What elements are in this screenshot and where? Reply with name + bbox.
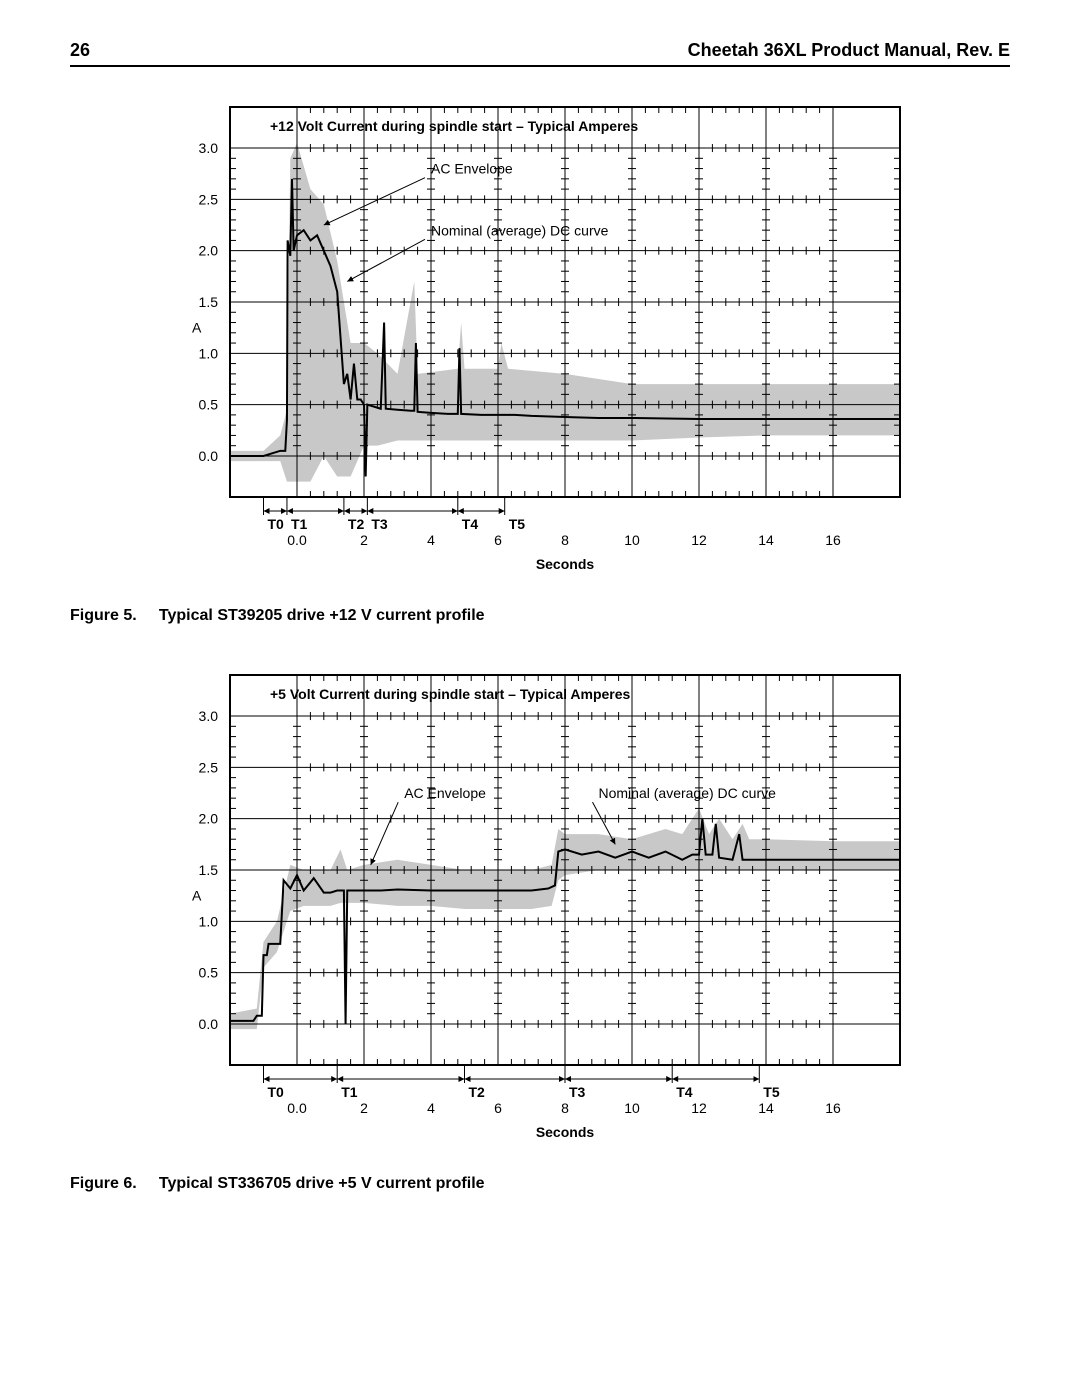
svg-text:3.0: 3.0 bbox=[199, 708, 219, 724]
svg-text:T5: T5 bbox=[509, 516, 526, 532]
svg-text:0.5: 0.5 bbox=[199, 397, 219, 413]
svg-text:2: 2 bbox=[360, 1100, 368, 1116]
svg-text:Seconds: Seconds bbox=[536, 1124, 595, 1140]
svg-text:14: 14 bbox=[758, 1100, 774, 1116]
page-header: 26 Cheetah 36XL Product Manual, Rev. E bbox=[70, 40, 1010, 67]
svg-text:T2: T2 bbox=[469, 1084, 486, 1100]
svg-text:T0: T0 bbox=[268, 1084, 285, 1100]
svg-text:Nominal (average) DC curve: Nominal (average) DC curve bbox=[599, 785, 777, 801]
svg-text:2.5: 2.5 bbox=[199, 191, 219, 207]
svg-text:AC Envelope: AC Envelope bbox=[431, 161, 513, 177]
figure5-caption: Figure 5. Typical ST39205 drive +12 V cu… bbox=[70, 607, 1010, 625]
chart-5v-svg: 0.0 0.5 1.0 1.5 2.0 2.5 3.0 A 0.0 2 4 6 8 10 12 14 16 Sec… bbox=[160, 665, 920, 1155]
chart-12v-svg: 0.0 0.5 1.0 1.5 2.0 2.5 3.0 A 0.0 2 4 6 8 10 12 14 16 Sec… bbox=[160, 97, 920, 587]
svg-text:Seconds: Seconds bbox=[536, 556, 595, 572]
svg-text:A: A bbox=[192, 320, 202, 336]
svg-text:2.0: 2.0 bbox=[199, 243, 219, 259]
svg-text:12: 12 bbox=[691, 532, 707, 548]
svg-text:4: 4 bbox=[427, 532, 435, 548]
svg-text:0.0: 0.0 bbox=[287, 1100, 307, 1116]
chart-5v: 0.0 0.5 1.0 1.5 2.0 2.5 3.0 A 0.0 2 4 6 8 10 12 14 16 Sec… bbox=[160, 665, 920, 1155]
svg-text:0.5: 0.5 bbox=[199, 965, 219, 981]
figure5-text: Typical ST39205 drive +12 V current prof… bbox=[159, 607, 485, 624]
svg-text:T3: T3 bbox=[371, 516, 388, 532]
svg-text:16: 16 bbox=[825, 532, 841, 548]
svg-text:+5 Volt Current during spindle: +5 Volt Current during spindle start – T… bbox=[270, 686, 631, 702]
svg-text:8: 8 bbox=[561, 1100, 569, 1116]
svg-text:2.0: 2.0 bbox=[199, 811, 219, 827]
svg-text:1.0: 1.0 bbox=[199, 913, 219, 929]
svg-text:1.0: 1.0 bbox=[199, 345, 219, 361]
svg-text:0.0: 0.0 bbox=[199, 1016, 219, 1032]
svg-text:T1: T1 bbox=[291, 516, 308, 532]
svg-text:+12 Volt Current during spindl: +12 Volt Current during spindle start – … bbox=[270, 118, 638, 134]
svg-text:T0: T0 bbox=[268, 516, 285, 532]
svg-text:2: 2 bbox=[360, 532, 368, 548]
svg-text:AC Envelope: AC Envelope bbox=[404, 785, 486, 801]
svg-text:0.0: 0.0 bbox=[199, 448, 219, 464]
figure6-label: Figure 6. bbox=[70, 1175, 137, 1192]
manual-title: Cheetah 36XL Product Manual, Rev. E bbox=[688, 40, 1010, 61]
svg-text:T5: T5 bbox=[763, 1084, 780, 1100]
figure6-caption: Figure 6. Typical ST336705 drive +5 V cu… bbox=[70, 1175, 1010, 1193]
svg-text:1.5: 1.5 bbox=[199, 862, 219, 878]
svg-text:10: 10 bbox=[624, 1100, 640, 1116]
figure5-label: Figure 5. bbox=[70, 607, 137, 624]
svg-text:8: 8 bbox=[561, 532, 569, 548]
svg-text:T4: T4 bbox=[462, 516, 479, 532]
svg-text:16: 16 bbox=[825, 1100, 841, 1116]
svg-text:T1: T1 bbox=[341, 1084, 358, 1100]
svg-text:A: A bbox=[192, 888, 202, 904]
svg-text:14: 14 bbox=[758, 532, 774, 548]
svg-text:3.0: 3.0 bbox=[199, 140, 219, 156]
svg-text:12: 12 bbox=[691, 1100, 707, 1116]
chart-12v: 0.0 0.5 1.0 1.5 2.0 2.5 3.0 A 0.0 2 4 6 8 10 12 14 16 Sec… bbox=[160, 97, 920, 587]
svg-text:T4: T4 bbox=[676, 1084, 693, 1100]
page: 26 Cheetah 36XL Product Manual, Rev. E 0… bbox=[0, 0, 1080, 1397]
svg-text:Nominal (average) DC curve: Nominal (average) DC curve bbox=[431, 222, 609, 238]
svg-text:2.5: 2.5 bbox=[199, 759, 219, 775]
svg-text:1.5: 1.5 bbox=[199, 294, 219, 310]
figure6-text: Typical ST336705 drive +5 V current prof… bbox=[159, 1175, 485, 1192]
svg-text:4: 4 bbox=[427, 1100, 435, 1116]
svg-text:0.0: 0.0 bbox=[287, 532, 307, 548]
svg-text:10: 10 bbox=[624, 532, 640, 548]
svg-text:T2: T2 bbox=[348, 516, 365, 532]
svg-text:6: 6 bbox=[494, 1100, 502, 1116]
svg-text:6: 6 bbox=[494, 532, 502, 548]
page-number: 26 bbox=[70, 40, 90, 61]
svg-text:T3: T3 bbox=[569, 1084, 586, 1100]
